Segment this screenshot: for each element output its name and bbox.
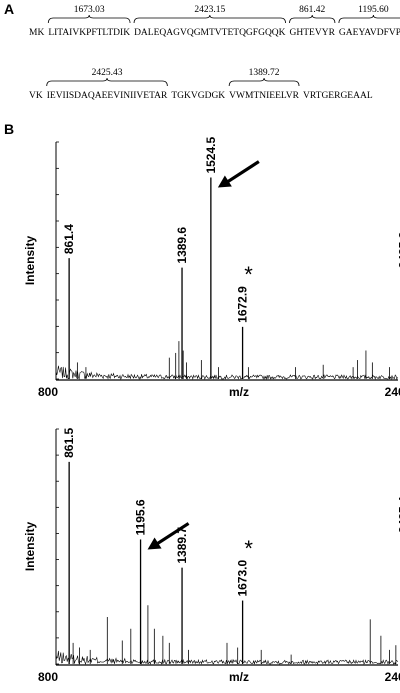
- peptide-segment: TGKVGDGK: [171, 91, 225, 101]
- peptide-segment: LITAIVKPFTLTDIK: [48, 28, 130, 38]
- arrow-shaft: [153, 522, 190, 547]
- peptide-mass-label: 1195.60: [358, 5, 389, 15]
- peptide-segment: IEVIISDAQAEEVINIIVETAR: [47, 91, 168, 101]
- peptide-segment: VK: [29, 91, 43, 101]
- peptide-segment: MK: [29, 28, 44, 38]
- x-tick-label: 2400: [385, 670, 400, 684]
- peptide-brace: [228, 77, 300, 87]
- x-axis-label: m/z: [229, 385, 249, 399]
- peptide-segment: GHTEVYR: [290, 28, 336, 38]
- panel-a-sequence: MK LITAIVKPFTLTDIK 1673.03 DALEQAGVQGMTVTET…: [29, 5, 400, 101]
- spectrum-noise: [55, 365, 398, 381]
- peptide-mass-label: 2425.43: [92, 68, 123, 78]
- peak-label: 1389.7: [175, 527, 189, 564]
- panel-a-label: A: [4, 1, 15, 17]
- peptide-brace: [289, 14, 336, 24]
- y-axis-label: Intensity: [23, 236, 37, 286]
- peptide-brace: [338, 14, 400, 24]
- panel-b-label: B: [4, 121, 15, 137]
- y-axis-label: Intensity: [23, 522, 37, 572]
- mass-spectrum-bottom: 861.5 1195.6 1389.7 1673.0* 2425.4 Intensity m…: [23, 428, 400, 684]
- peak-label: 1524.5: [204, 137, 218, 174]
- asterisk-mark: *: [244, 262, 253, 287]
- peptide-brace: [46, 77, 168, 87]
- peptide-segment: DALEQAGVQGMTVTETQGFGQQK: [134, 28, 286, 38]
- arrow-head: [217, 175, 232, 188]
- spectrum-noise: [55, 650, 398, 665]
- peak-label: 861.5: [62, 428, 76, 458]
- x-axis-label: m/z: [229, 670, 249, 684]
- peptide-segment: GAEYAVDFVPK: [339, 28, 400, 38]
- peptide-segment: VWMTNIEELVR: [229, 91, 299, 101]
- x-tick-label: 800: [38, 385, 58, 399]
- peak-label: 1389.6: [175, 227, 189, 264]
- peak-label: 1672.9: [236, 286, 250, 323]
- peptide-mass-label: 861.42: [299, 5, 325, 15]
- peptide-brace: [133, 14, 286, 24]
- mass-spectrum-top: 861.4 1389.6 1524.5 1672.9* 2425.3 Intensity m…: [23, 137, 400, 399]
- arrow-head: [147, 537, 162, 550]
- peptide-segment: VRTGERGEAAL: [303, 91, 373, 101]
- peptide-mass-label: 1389.72: [249, 68, 280, 78]
- x-tick-label: 800: [38, 670, 58, 684]
- peak-label: 2425.4: [396, 496, 400, 533]
- arrow-shaft: [223, 160, 260, 185]
- peak-label: 2425.3: [396, 231, 400, 268]
- x-tick-label: 2400: [385, 385, 400, 399]
- peptide-mass-label: 2423.15: [194, 5, 225, 15]
- peptide-mass-label: 1673.03: [74, 5, 105, 15]
- peak-label: 1195.6: [134, 499, 148, 535]
- peptide-brace: [47, 14, 131, 24]
- peak-label: 1673.0: [236, 560, 250, 597]
- asterisk-mark: *: [244, 536, 253, 561]
- peak-label: 861.4: [62, 224, 76, 254]
